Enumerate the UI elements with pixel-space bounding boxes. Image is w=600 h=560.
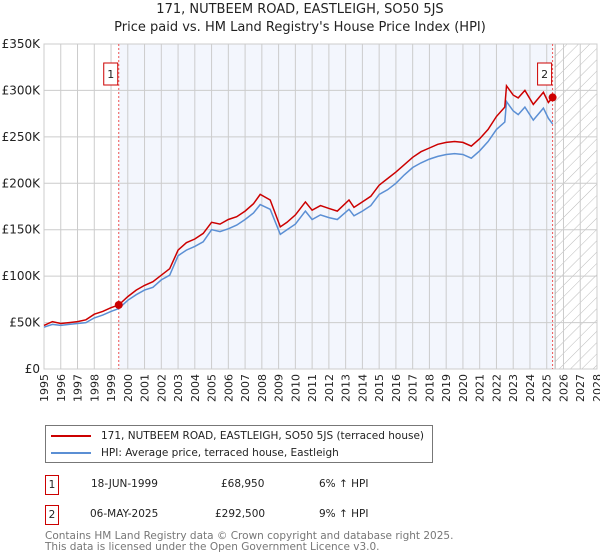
x-tick-label: 2007	[239, 374, 252, 402]
marker-badge	[537, 62, 553, 86]
plot-frame	[43, 43, 598, 370]
y-tick-label: £150K	[2, 223, 42, 237]
transaction-row: 1 18-JUN-1999 £68,950 6% ↑ HPI	[45, 475, 445, 495]
transaction-date: 18-JUN-1999	[91, 478, 158, 490]
x-tick-label: 2020	[457, 374, 470, 402]
x-tick-label: 2001	[139, 374, 152, 402]
footer-copyright: Contains HM Land Registry data © Crown c…	[45, 530, 454, 542]
x-tick-label: 2021	[474, 374, 487, 402]
transaction-date: 06-MAY-2025	[90, 508, 159, 520]
legend-item-property: 171, NUTBEEM ROAD, EASTLEIGH, SO50 5JS (…	[46, 428, 424, 444]
sale-point	[114, 300, 123, 309]
forecast-hatch	[555, 44, 597, 369]
x-tick-label: 1999	[105, 374, 118, 402]
footer-licence: This data is licensed under the Open Gov…	[45, 541, 380, 553]
x-tick-label: 2024	[524, 374, 537, 402]
x-tick-label: 2027	[574, 374, 587, 402]
marker-label: 1	[107, 68, 114, 81]
x-tick-label: 2019	[440, 374, 453, 402]
transaction-hpi: 9% ↑ HPI	[319, 508, 369, 520]
x-tick-label: 1998	[88, 374, 101, 402]
x-tick-label: 2000	[122, 374, 135, 402]
marker-badge	[103, 62, 119, 86]
x-tick-label: 1997	[72, 374, 85, 402]
legend-label: 171, NUTBEEM ROAD, EASTLEIGH, SO50 5JS (…	[101, 430, 425, 442]
x-tick-label: 2002	[155, 374, 168, 402]
hpi-line	[43, 99, 554, 328]
y-tick-label: £0	[25, 362, 40, 376]
x-tick-label: 2018	[423, 374, 436, 402]
transaction-price: £68,950	[221, 478, 265, 490]
x-tick-label: 2025	[541, 374, 554, 402]
x-tick-label: 2016	[390, 374, 403, 402]
x-tick-label: 2006	[222, 374, 235, 402]
x-tick-label: 2014	[356, 374, 369, 402]
y-tick-label: £100K	[2, 269, 42, 283]
x-tick-label: 2011	[306, 374, 319, 402]
legend-label: HPI: Average price, terraced house, East…	[101, 447, 339, 459]
x-tick-label: 2010	[289, 374, 302, 402]
x-tick-label: 2004	[189, 374, 202, 402]
marker-badge: 1	[45, 475, 59, 495]
sale-point	[548, 93, 557, 102]
transaction-row: 2 06-MAY-2025 £292,500 9% ↑ HPI	[45, 505, 445, 525]
marker-label: 2	[541, 68, 548, 81]
shaded-ownership-range	[118, 44, 553, 369]
x-tick-label: 2008	[256, 374, 269, 402]
x-tick-label: 1995	[38, 374, 51, 402]
x-tick-label: 2028	[591, 374, 600, 402]
x-tick-label: 1996	[55, 374, 68, 402]
legend: 171, NUTBEEM ROAD, EASTLEIGH, SO50 5JS (…	[45, 425, 433, 463]
y-tick-label: £300K	[2, 83, 42, 97]
chart-subtitle: Price paid vs. HM Land Registry's House …	[114, 20, 486, 35]
blue-line-swatch	[51, 452, 91, 454]
x-tick-label: 2023	[507, 374, 520, 402]
transaction-hpi: 6% ↑ HPI	[319, 478, 369, 490]
x-tick-label: 2005	[206, 374, 219, 402]
x-tick-label: 2003	[172, 374, 185, 402]
legend-item-hpi: HPI: Average price, terraced house, East…	[46, 445, 339, 461]
x-tick-label: 2026	[557, 374, 570, 402]
x-tick-label: 2022	[490, 374, 503, 402]
y-tick-label: £250K	[2, 130, 42, 144]
marker-badge: 2	[45, 505, 59, 525]
y-tick-label: £350K	[2, 37, 42, 51]
y-tick-label: £200K	[2, 176, 42, 190]
chart-title: 171, NUTBEEM ROAD, EASTLEIGH, SO50 5JS	[156, 2, 444, 17]
transaction-price: £292,500	[215, 508, 266, 520]
property-price-line	[43, 83, 554, 327]
x-tick-label: 2017	[407, 374, 420, 402]
y-tick-label: £50K	[9, 316, 41, 330]
x-tick-label: 2015	[373, 374, 386, 402]
x-tick-label: 2009	[273, 374, 286, 402]
x-tick-label: 2012	[323, 374, 336, 402]
red-line-swatch	[51, 435, 91, 437]
x-tick-label: 2013	[340, 374, 353, 402]
plot-area: 1995 1996 1997 1998 1999 2000 2001 2002 2003 2004…	[2, 37, 600, 402]
